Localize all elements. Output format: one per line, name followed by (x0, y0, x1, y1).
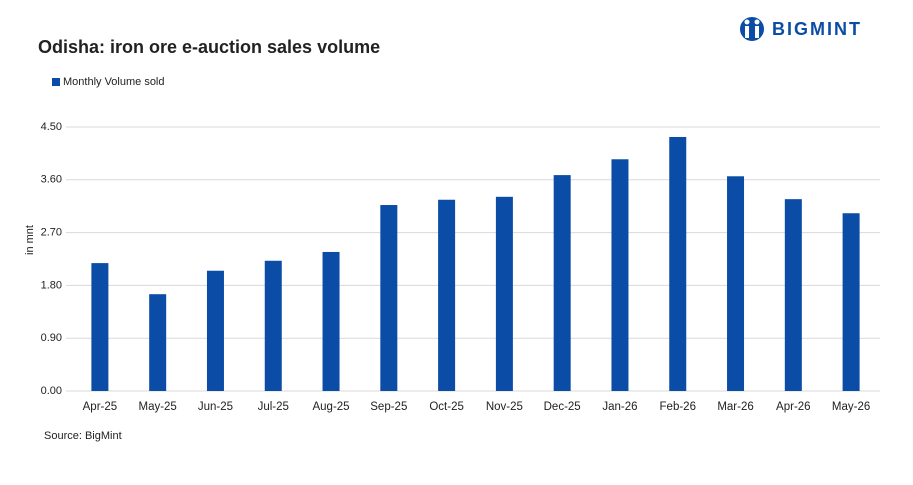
x-tick-label: Jun-25 (198, 401, 233, 413)
bar (669, 136, 687, 391)
y-tick-label: 0.90 (41, 332, 62, 344)
x-tick-label: Oct-25 (429, 401, 464, 413)
x-tick-label: Jul-25 (258, 401, 289, 413)
chart-title: Odisha: iron ore e-auction sales volume (38, 37, 380, 57)
y-tick-label: 2.70 (41, 227, 62, 239)
y-tick-label: 1.80 (41, 279, 62, 291)
bar (91, 263, 109, 391)
x-tick-label: Apr-25 (83, 401, 118, 413)
x-tick-label: Jan-26 (602, 401, 637, 413)
x-tick-label: Apr-26 (776, 401, 811, 413)
bar (553, 175, 571, 391)
bar (495, 196, 513, 391)
bar (264, 260, 282, 391)
x-tick-label: Mar-26 (717, 401, 753, 413)
x-tick-label: Nov-25 (486, 401, 523, 413)
bar (206, 270, 224, 391)
bar (380, 205, 398, 391)
x-tick-label: May-25 (138, 401, 176, 413)
source-note: Source: BigMint (44, 430, 122, 442)
x-tick-label: Dec-25 (544, 401, 581, 413)
bar (784, 199, 802, 391)
y-tick-label: 4.50 (41, 121, 62, 133)
logo-text: BIGMINT (772, 19, 862, 39)
y-tick-label: 3.60 (41, 174, 62, 186)
bar (611, 159, 629, 391)
legend-label: Monthly Volume sold (63, 76, 165, 88)
x-tick-label: Feb-26 (660, 401, 696, 413)
x-tick-label: Sep-25 (370, 401, 407, 413)
x-tick-label: Aug-25 (312, 401, 349, 413)
y-tick-label: 0.00 (41, 385, 62, 397)
y-axis-label: in mnt (24, 225, 36, 255)
legend-swatch (52, 78, 60, 86)
bar (149, 294, 167, 391)
bar (322, 251, 340, 391)
logo-icon (740, 17, 764, 41)
bar (727, 176, 745, 391)
x-tick-label: May-26 (832, 401, 870, 413)
bar (842, 213, 860, 391)
bar (438, 199, 456, 391)
